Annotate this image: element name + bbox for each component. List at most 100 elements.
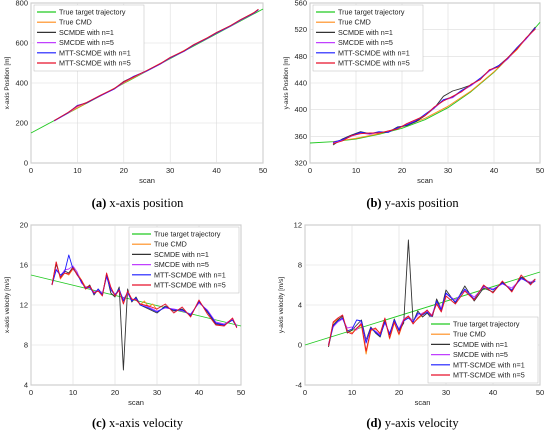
x-tick-label: 10 <box>352 166 360 175</box>
caption-c-text: x-axis velocity <box>109 416 183 430</box>
legend-label: MTT-SCMDE with n=1 <box>154 270 226 279</box>
chart-panel-x-position: 0 10 20 30 40 50 0 200 400 600 800 scan x-axis Posit… <box>4 0 267 185</box>
caption-a: (a) x-axis position <box>0 196 275 211</box>
legend-box <box>312 4 424 72</box>
y-tick-label: 8 <box>24 341 28 350</box>
x-tick-label: 50 <box>237 388 245 397</box>
x-axis-label: scan <box>415 398 431 407</box>
series-line <box>51 261 238 329</box>
legend-label: True CMD <box>154 240 187 249</box>
x-tick-label: 40 <box>489 388 497 397</box>
caption-c-tag: (c) <box>92 416 106 430</box>
legend-label: True CMD <box>453 330 486 339</box>
legend-label: MTT-SCMDE with n=1 <box>338 48 410 57</box>
legend-label: MTT-SCMDE with n=5 <box>338 59 410 68</box>
y-tick-label: 440 <box>294 79 307 88</box>
y-tick-label: 4 <box>24 381 28 390</box>
caption-b-text: y-axis position <box>384 196 459 210</box>
series-line <box>328 274 536 352</box>
legend-box <box>427 316 539 384</box>
chart-panel-y-position: 0 10 20 30 40 50 320 360 400 440 480 520 560 scan y-ax… <box>283 0 544 185</box>
x-tick-label: 50 <box>536 166 544 175</box>
legend-label: True target trajectory <box>338 8 405 17</box>
y-tick-label: 560 <box>294 0 307 8</box>
legend-label: True CMD <box>59 18 92 27</box>
legend-box <box>33 4 145 72</box>
y-tick-label: 520 <box>294 25 307 34</box>
caption-d-tag: (d) <box>366 416 382 430</box>
chart-panel-x-velocity: 0 10 20 30 40 50 4 8 12 16 20 scan x-axis velocity [… <box>4 221 245 408</box>
y-tick-label: 360 <box>294 132 307 141</box>
legend-label: SCMDE with n=1 <box>154 250 209 259</box>
legend-label: SMCDE with n=5 <box>154 260 209 269</box>
x-axis-label: scan <box>417 176 433 185</box>
caption-a-tag: (a) <box>91 196 107 210</box>
x-tick-label: 30 <box>444 166 452 175</box>
legend-label: MTT-SCMDE with n=5 <box>453 371 525 380</box>
series-line <box>328 239 536 348</box>
legend-label: SMCDE with n=5 <box>338 38 393 47</box>
y-tick-label: 0 <box>298 341 302 350</box>
x-tick-label: 0 <box>29 166 33 175</box>
y-axis-label: y-axis Position [m] <box>283 56 290 109</box>
caption-c: (c) x-axis velocity <box>0 416 275 431</box>
x-tick-label: 30 <box>153 388 161 397</box>
x-tick-label: 10 <box>69 388 77 397</box>
caption-d: (d) y-axis velocity <box>275 416 550 431</box>
y-tick-label: 12 <box>20 301 28 310</box>
legend-label: MTT-SCMDE with n=5 <box>59 59 131 68</box>
y-tick-label: 20 <box>20 221 28 230</box>
y-tick-label: 8 <box>298 261 302 270</box>
y-tick-label: 0 <box>24 159 28 168</box>
legend-label: SCMDE with n=1 <box>59 28 114 37</box>
y-tick-label: 320 <box>294 159 307 168</box>
legend-label: True CMD <box>338 18 371 27</box>
x-tick-label: 40 <box>212 166 220 175</box>
legend-label: True target trajectory <box>59 8 126 17</box>
x-tick-label: 10 <box>73 166 81 175</box>
y-tick-label: 800 <box>15 0 28 8</box>
y-tick-label: 12 <box>294 221 302 230</box>
x-tick-label: 30 <box>442 388 450 397</box>
legend-box <box>128 226 240 294</box>
y-tick-label: 400 <box>294 105 307 114</box>
y-tick-label: 16 <box>20 261 28 270</box>
legend-label: SMCDE with n=5 <box>453 350 508 359</box>
caption-b-tag: (b) <box>366 196 382 210</box>
x-tick-label: 0 <box>29 388 33 397</box>
x-tick-label: 20 <box>111 388 119 397</box>
legend-label: MTT-SCMDE with n=5 <box>154 281 226 290</box>
y-axis-label: x-axis velocity [m/s] <box>4 277 11 334</box>
x-tick-label: 0 <box>303 388 307 397</box>
x-tick-label: 0 <box>308 166 312 175</box>
legend-label: True target trajectory <box>453 320 520 329</box>
legend-label: MTT-SCMDE with n=1 <box>453 360 525 369</box>
x-tick-label: 40 <box>490 166 498 175</box>
y-tick-label: 4 <box>298 301 302 310</box>
y-tick-label: -4 <box>295 381 302 390</box>
y-tick-label: 200 <box>15 119 28 128</box>
legend-label: SCMDE with n=1 <box>338 28 393 37</box>
y-tick-label: 400 <box>15 79 28 88</box>
x-axis-label: scan <box>128 398 144 407</box>
y-tick-label: 600 <box>15 39 28 48</box>
series-line <box>53 8 259 121</box>
series-line <box>332 28 536 145</box>
x-tick-label: 20 <box>395 388 403 397</box>
legend-label: MTT-SCMDE with n=1 <box>59 48 131 57</box>
caption-a-text: x-axis position <box>109 196 184 210</box>
x-tick-label: 20 <box>398 166 406 175</box>
x-tick-label: 30 <box>166 166 174 175</box>
caption-b: (b) y-axis position <box>275 196 550 211</box>
legend-label: True target trajectory <box>154 230 221 239</box>
x-tick-label: 20 <box>120 166 128 175</box>
legend-label: SMCDE with n=5 <box>59 38 114 47</box>
y-axis-label: y-axis velocity [m/s] <box>278 277 285 334</box>
y-axis-label: x-axis Position [m] <box>4 56 11 109</box>
x-tick-label: 10 <box>348 388 356 397</box>
